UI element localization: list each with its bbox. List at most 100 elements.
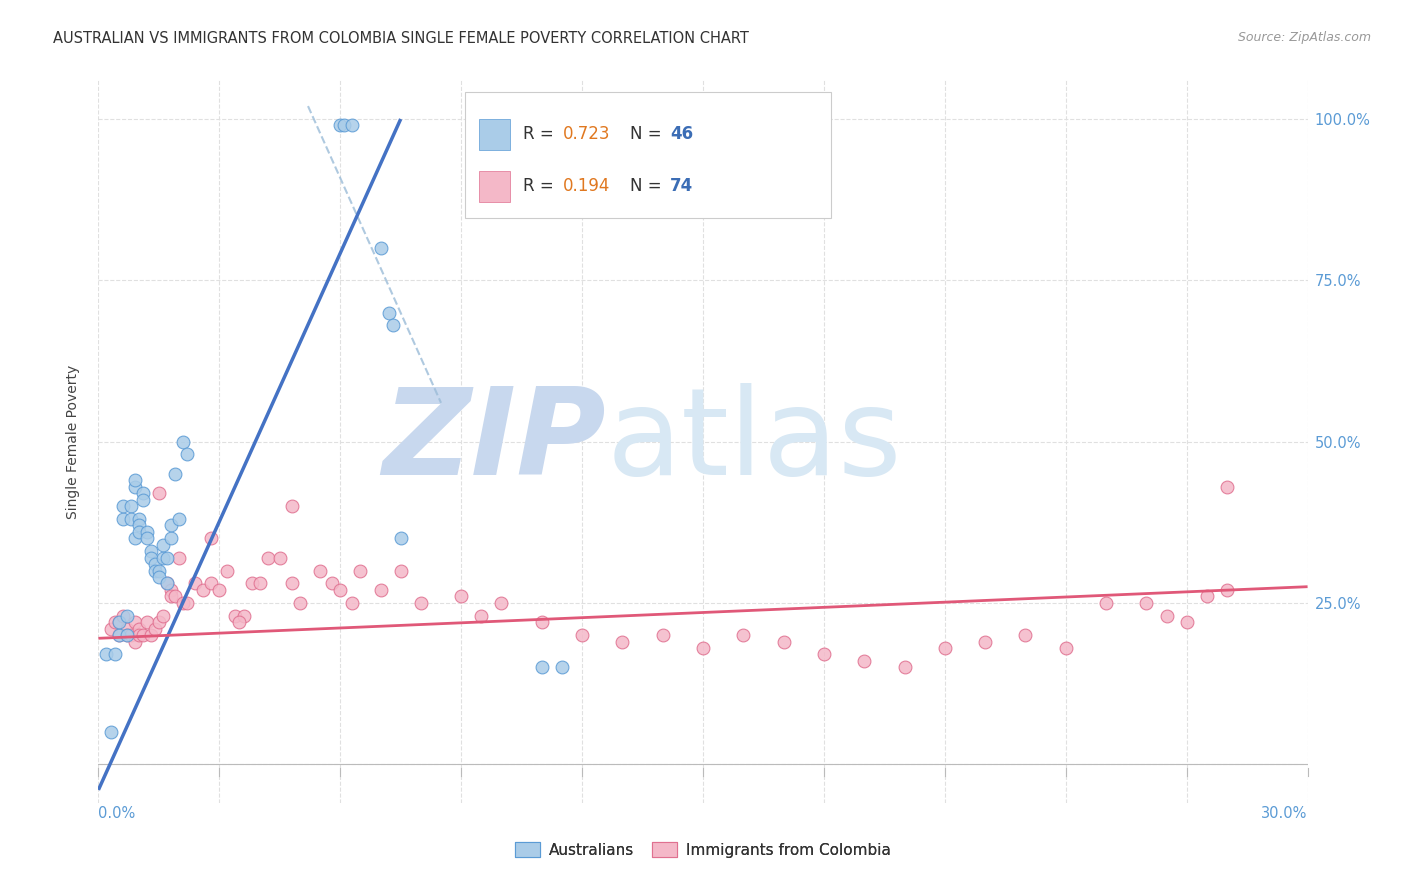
Point — [148, 570, 170, 584]
Point — [224, 608, 246, 623]
Text: AUSTRALIAN VS IMMIGRANTS FROM COLOMBIA SINGLE FEMALE POVERTY CORRELATION CHART: AUSTRALIAN VS IMMIGRANTS FROM COLOMBIA S… — [53, 31, 749, 46]
Point — [115, 608, 138, 623]
Point — [1216, 582, 1239, 597]
Point — [124, 473, 146, 487]
Point — [1014, 628, 1036, 642]
Point — [160, 531, 183, 545]
Text: ZIP: ZIP — [382, 383, 606, 500]
Point — [163, 590, 186, 604]
Point — [733, 628, 755, 642]
Text: 0.194: 0.194 — [562, 178, 610, 195]
Point — [160, 582, 183, 597]
Point — [612, 634, 634, 648]
Point — [115, 628, 138, 642]
Point — [156, 576, 179, 591]
Point — [571, 628, 593, 642]
Point — [111, 608, 134, 623]
Point — [100, 622, 122, 636]
Point — [124, 634, 146, 648]
Text: 0.723: 0.723 — [562, 126, 610, 144]
Text: N =: N = — [630, 126, 668, 144]
Point — [156, 576, 179, 591]
Legend: Australians, Immigrants from Colombia: Australians, Immigrants from Colombia — [509, 836, 897, 863]
Point — [450, 590, 472, 604]
Bar — [479, 171, 509, 202]
Point — [377, 305, 399, 319]
Point — [342, 596, 364, 610]
Point — [370, 241, 392, 255]
Point — [124, 531, 146, 545]
Point — [128, 518, 150, 533]
Point — [128, 628, 150, 642]
Point — [1216, 480, 1239, 494]
Point — [232, 608, 254, 623]
Point — [389, 531, 412, 545]
Point — [160, 590, 183, 604]
Point — [200, 531, 222, 545]
Text: 30.0%: 30.0% — [1261, 806, 1308, 821]
Point — [1095, 596, 1118, 610]
Point — [193, 582, 215, 597]
Point — [167, 512, 190, 526]
Point — [333, 119, 356, 133]
Point — [132, 492, 155, 507]
Point — [143, 564, 166, 578]
Point — [389, 564, 412, 578]
Point — [370, 582, 392, 597]
Point — [107, 615, 129, 630]
Point — [135, 524, 157, 539]
Point — [128, 512, 150, 526]
Point — [281, 576, 304, 591]
Text: 46: 46 — [671, 126, 693, 144]
Point — [103, 615, 125, 630]
Point — [470, 608, 492, 623]
Point — [692, 640, 714, 655]
Point — [111, 499, 134, 513]
Point — [1156, 608, 1178, 623]
Point — [329, 119, 352, 133]
Point — [100, 724, 122, 739]
Point — [551, 660, 574, 674]
Point — [124, 615, 146, 630]
Point — [342, 119, 364, 133]
Point — [853, 654, 876, 668]
Point — [349, 564, 371, 578]
Point — [120, 499, 142, 513]
Point — [172, 596, 194, 610]
Point — [135, 531, 157, 545]
Point — [152, 538, 174, 552]
Point — [139, 550, 162, 565]
Point — [1135, 596, 1157, 610]
Point — [107, 628, 129, 642]
Point — [176, 447, 198, 461]
Text: Source: ZipAtlas.com: Source: ZipAtlas.com — [1237, 31, 1371, 45]
Point — [167, 550, 190, 565]
Point — [152, 608, 174, 623]
FancyBboxPatch shape — [465, 92, 831, 218]
Point — [132, 486, 155, 500]
Point — [1175, 615, 1198, 630]
Point — [309, 564, 332, 578]
Point — [152, 550, 174, 565]
Point — [256, 550, 278, 565]
Point — [269, 550, 291, 565]
Point — [217, 564, 239, 578]
Point — [120, 512, 142, 526]
Point — [148, 564, 170, 578]
Point — [491, 596, 513, 610]
Point — [143, 557, 166, 571]
Point — [143, 622, 166, 636]
Point — [172, 434, 194, 449]
Point — [249, 576, 271, 591]
Text: N =: N = — [630, 178, 668, 195]
Point — [321, 576, 343, 591]
Point — [200, 576, 222, 591]
Point — [160, 518, 183, 533]
Point — [1195, 590, 1218, 604]
Point — [651, 628, 673, 642]
Point — [139, 628, 162, 642]
Point — [111, 512, 134, 526]
Bar — [479, 120, 509, 150]
Point — [120, 628, 142, 642]
Point — [288, 596, 311, 610]
